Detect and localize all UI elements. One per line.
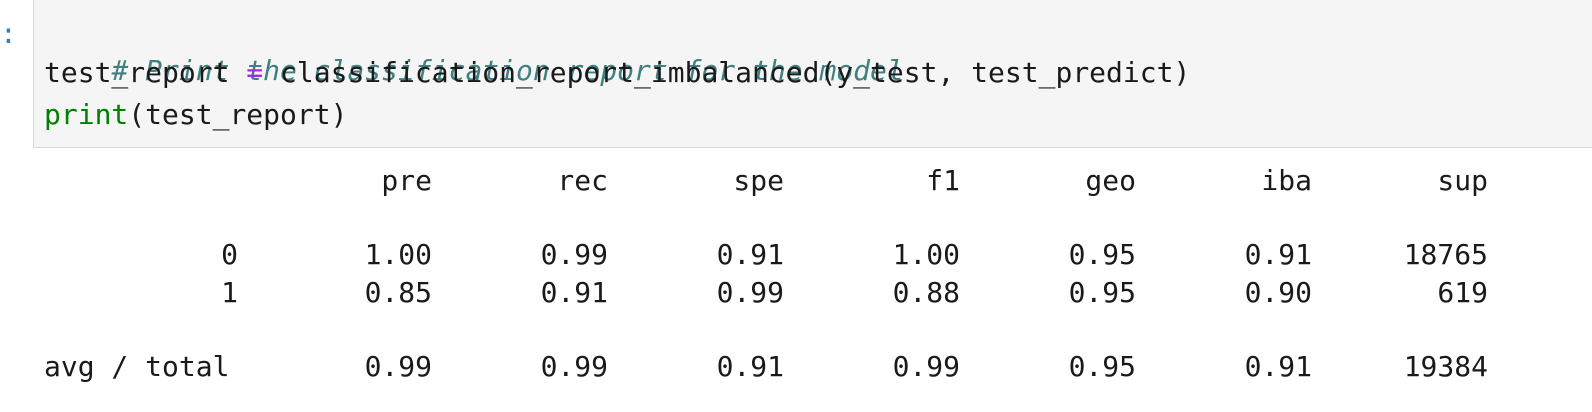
cell-output-area: pre rec spe f1 geo iba sup 0 1.00 0.99 0… (0, 148, 1592, 412)
report-cell: 1.00 (364, 238, 432, 271)
code-builtin: print (44, 98, 129, 131)
code-variable: test_report (44, 56, 230, 89)
code-comment: # Print the classification report for th… (111, 54, 904, 87)
report-header-sup: sup (1437, 164, 1488, 197)
report-total-label: avg / total (44, 350, 230, 383)
report-total-cell: 0.91 (1244, 350, 1312, 383)
report-total-cell: 0.91 (716, 350, 784, 383)
report-cell: 0.91 (540, 276, 608, 309)
report-header-f1: f1 (926, 164, 960, 197)
report-cell: 0.99 (540, 238, 608, 271)
report-header-pre: pre (381, 164, 432, 197)
report-cell: 0.95 (1068, 238, 1136, 271)
report-cell: 0.95 (1068, 276, 1136, 309)
report-total-cell: 0.99 (540, 350, 608, 383)
report-cell: 0.85 (364, 276, 432, 309)
report-cell: 0.99 (716, 276, 784, 309)
report-header-iba: iba (1261, 164, 1312, 197)
report-total-cell: 0.99 (364, 350, 432, 383)
report-row-label: 1 (221, 276, 238, 309)
code-operator: = (229, 56, 281, 89)
report-header-geo: geo (1085, 164, 1136, 197)
report-cell: 0.88 (892, 276, 960, 309)
report-cell: 0.91 (716, 238, 784, 271)
code-cell-editor[interactable]: # Print the classification report for th… (33, 0, 1592, 148)
report-cell: 0.91 (1244, 238, 1312, 271)
report-cell: 619 (1437, 276, 1488, 309)
report-total-cell: 19384 (1403, 350, 1488, 383)
report-header-rec: rec (557, 164, 608, 197)
code-line-assignment: test_report = classification_report_imba… (44, 53, 1190, 93)
code-function-call: classification_report_imbalanced(y_test,… (280, 56, 1191, 89)
report-total-cell: 0.99 (892, 350, 960, 383)
report-cell: 0.90 (1244, 276, 1312, 309)
report-cell: 18765 (1403, 238, 1488, 271)
report-cell: 1.00 (892, 238, 960, 271)
report-row-label: 0 (221, 238, 238, 271)
code-line-comment: # Print the classification report for th… (44, 11, 904, 131)
report-header-spe: spe (733, 164, 784, 197)
report-total-cell: 0.95 (1068, 350, 1136, 383)
code-print-args: (test_report) (128, 98, 348, 131)
code-line-print: print(test_report) (44, 95, 347, 135)
cell-prompt-marker: : (0, 17, 17, 50)
